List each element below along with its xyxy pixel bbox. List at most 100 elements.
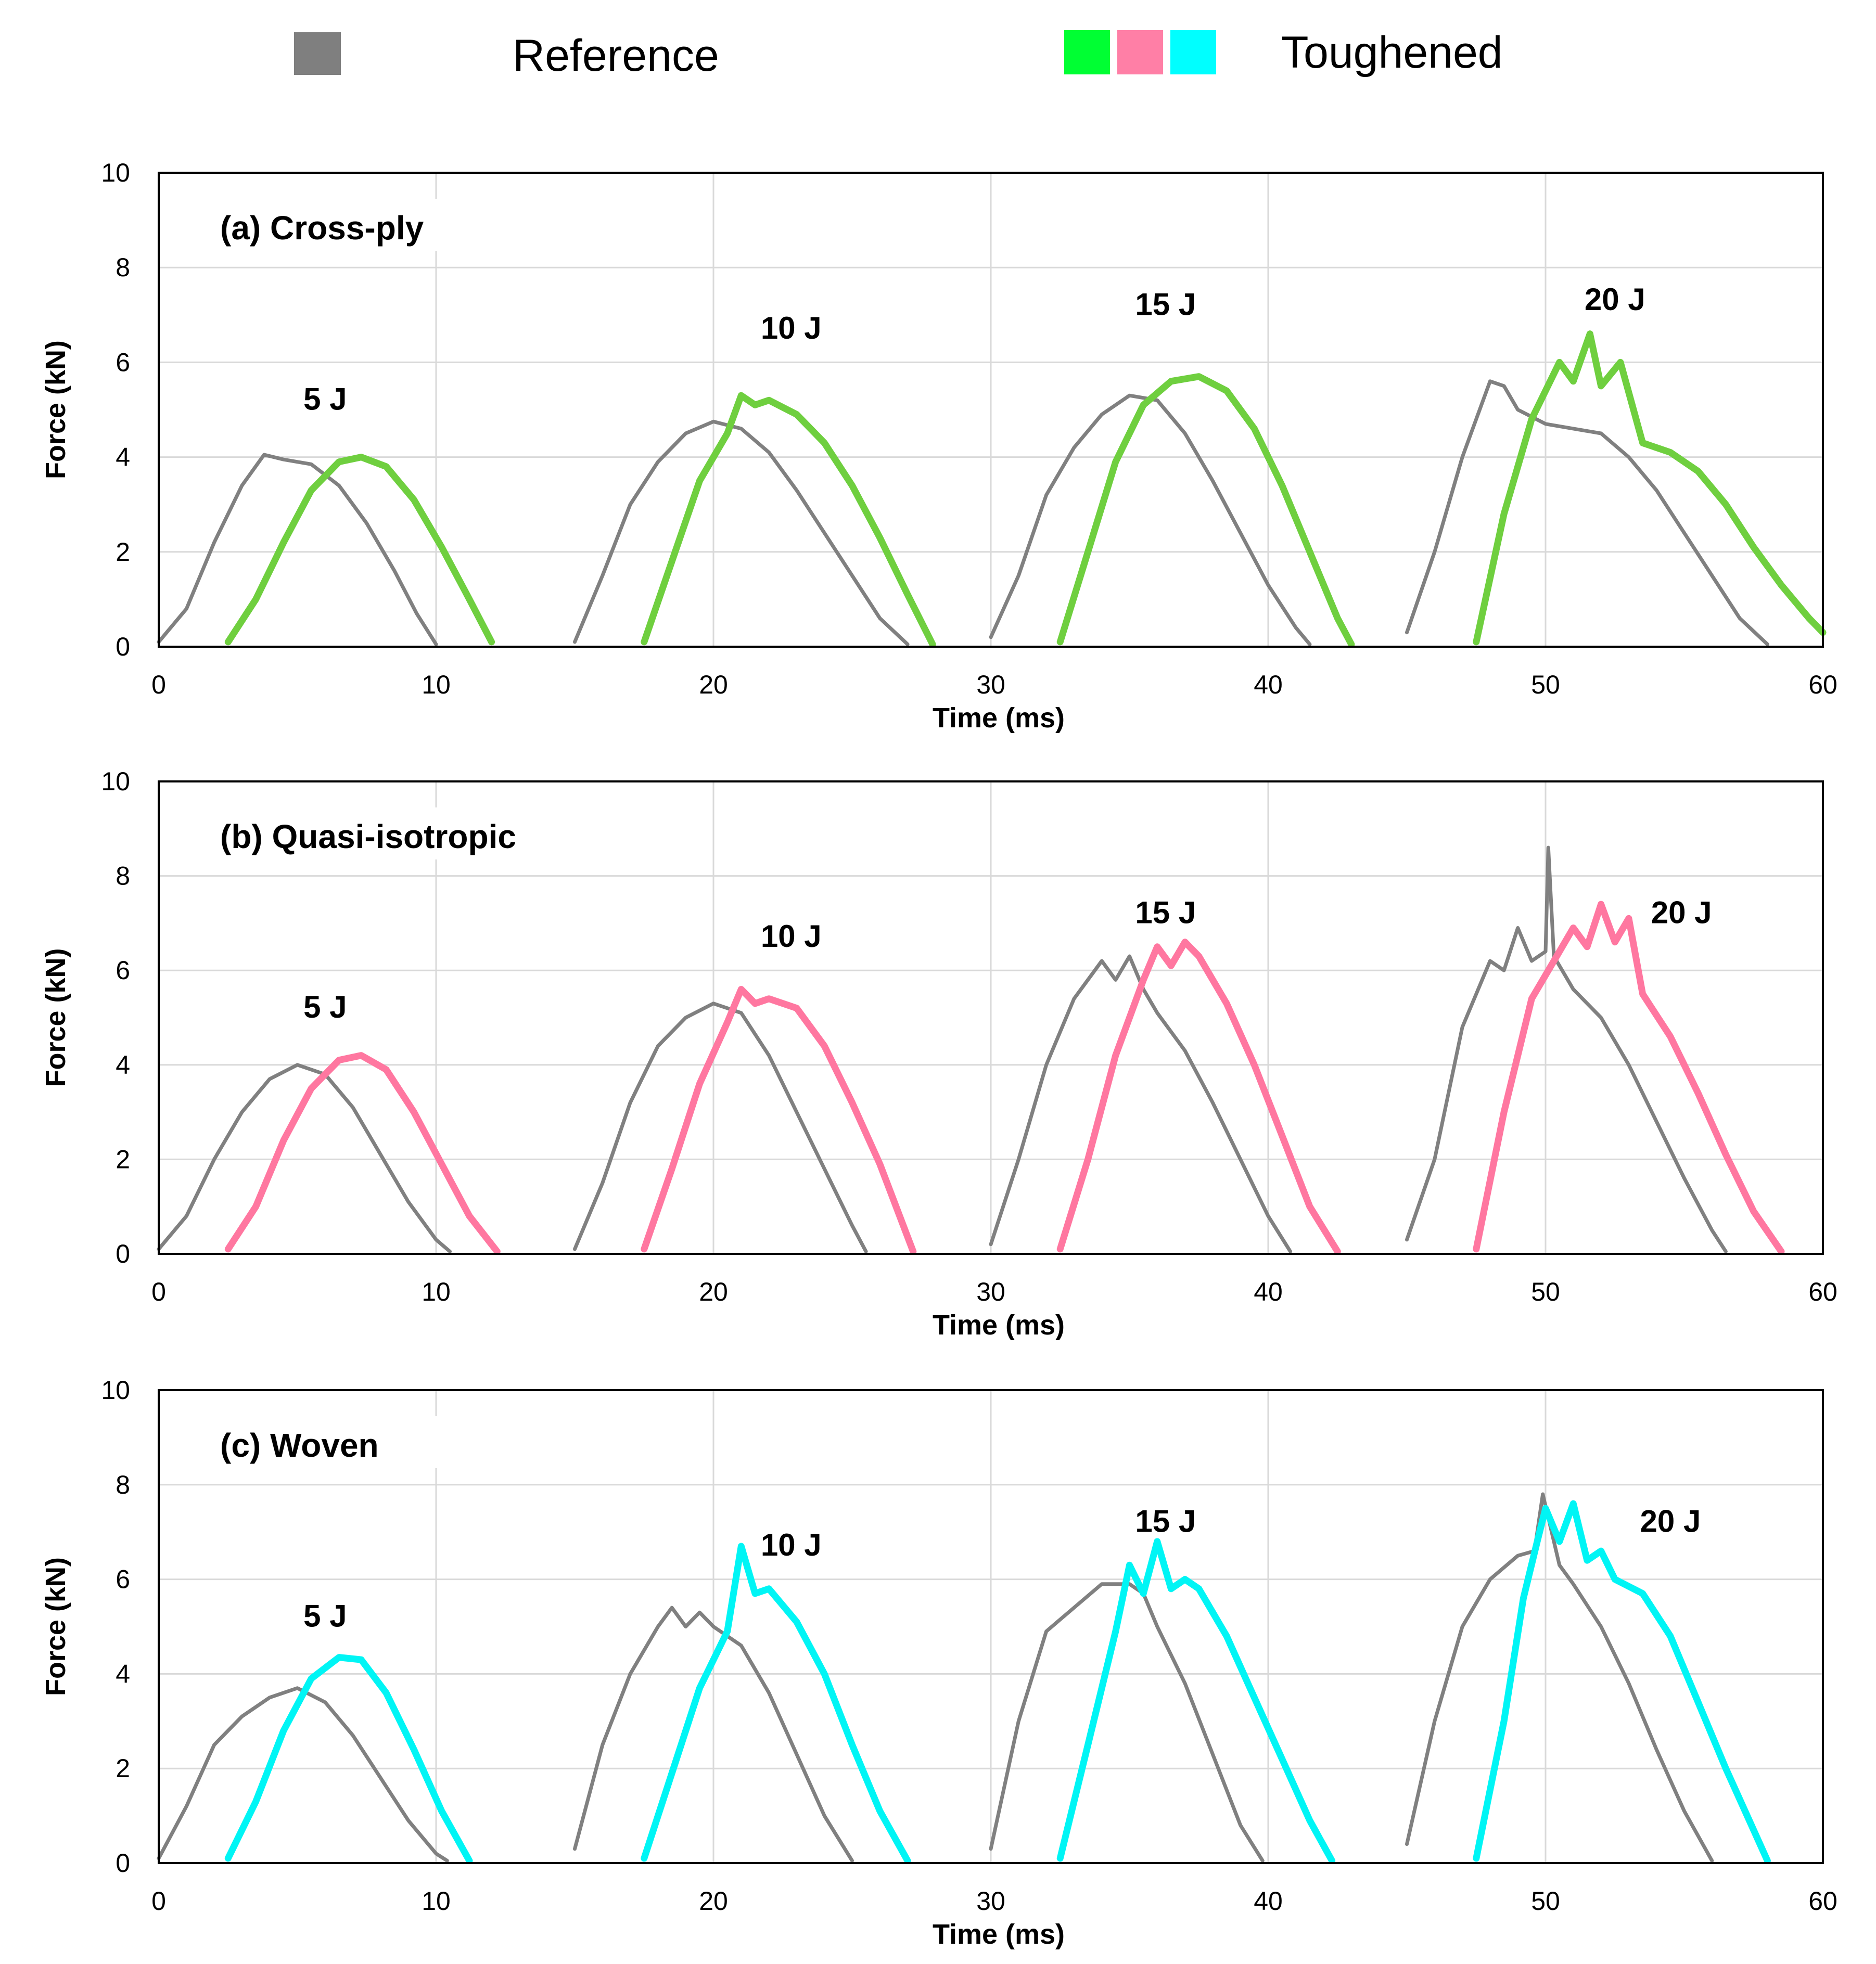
energy-label: 20 J — [1651, 895, 1712, 930]
energy-label: 15 J — [1135, 895, 1196, 930]
y-tick-label: 4 — [116, 1659, 130, 1688]
x-tick-label: 50 — [1531, 1886, 1560, 1916]
x-axis-title: Time (ms) — [933, 1310, 1065, 1341]
panel-title-background — [200, 199, 627, 251]
y-axis-title: Force (kN) — [40, 948, 71, 1087]
series-line-reference-10-j — [573, 419, 910, 646]
legend-toughened-swatch-cyan — [1170, 30, 1216, 74]
energy-label: 10 J — [761, 311, 822, 345]
y-tick-label: 0 — [116, 1849, 130, 1878]
gridlines — [159, 781, 1823, 1254]
x-tick-label: 40 — [1254, 670, 1283, 699]
series-line-toughened-5-j — [224, 454, 495, 646]
series-line-reference-20-j — [1405, 1492, 1714, 1863]
y-tick-label: 8 — [116, 253, 130, 282]
x-tick-label: 0 — [151, 1277, 166, 1306]
x-tick-label: 50 — [1531, 1277, 1560, 1306]
series-line-toughened-5-j — [224, 1654, 473, 1864]
y-tick-label: 4 — [116, 443, 130, 472]
series-line-toughened-10-j — [641, 1543, 911, 1864]
y-tick-label: 6 — [116, 956, 130, 985]
gridlines — [159, 173, 1823, 647]
legend-toughened-label: Toughened — [1281, 28, 1503, 78]
x-tick-label: 60 — [1808, 1886, 1837, 1916]
x-tick-label: 20 — [699, 670, 728, 699]
plot-area-border — [158, 1389, 1824, 1864]
y-tick-label: 10 — [101, 767, 130, 796]
legend-reference-label: Reference — [513, 31, 719, 81]
y-tick-label: 2 — [116, 1145, 130, 1174]
y-tick-label: 8 — [116, 1470, 130, 1499]
x-axis-title: Time (ms) — [933, 1919, 1065, 1950]
y-axis-title: Force (kN) — [40, 1557, 71, 1696]
energy-label: 10 J — [761, 1527, 822, 1562]
x-tick-label: 30 — [976, 1277, 1005, 1306]
panel-title: (b) Quasi-isotropic — [220, 818, 516, 855]
series-line-reference-20-j — [1405, 379, 1769, 646]
x-tick-label: 10 — [422, 1886, 451, 1916]
energy-label: 15 J — [1135, 1504, 1196, 1539]
legend-reference-swatch — [294, 32, 341, 75]
series-line-reference-15-j — [989, 393, 1312, 646]
series-line-toughened-10-j — [641, 986, 917, 1255]
chart-panel-quasi-isotropic: 0 10 20 30 40 50 60 0 2 4 6 8 10 Time (ms) Force (kN) (… — [40, 767, 1837, 1341]
series-line-toughened-15-j — [1056, 939, 1341, 1255]
gridlines — [159, 1390, 1823, 1863]
y-tick-label: 0 — [116, 1239, 130, 1268]
series-line-toughened-20-j — [1473, 330, 1827, 646]
energy-label: 5 J — [303, 382, 347, 417]
y-tick-label: 10 — [101, 158, 130, 187]
series-line-reference-15-j — [989, 1582, 1265, 1863]
series-line-toughened-20-j — [1473, 901, 1785, 1255]
x-tick-label: 0 — [151, 1886, 166, 1916]
energy-label: 5 J — [303, 1599, 347, 1634]
x-axis-title: Time (ms) — [933, 702, 1065, 734]
y-tick-label: 10 — [101, 1376, 130, 1405]
panel-title-background — [200, 1416, 627, 1468]
chart-panel-woven: 0 10 20 30 40 50 60 0 2 4 6 8 10 Time (ms) Force (kN) (… — [40, 1376, 1837, 1950]
series-line-reference-10-j — [573, 1002, 868, 1253]
plot-area-border — [158, 172, 1824, 648]
energy-label: 10 J — [761, 919, 822, 954]
x-tick-label: 60 — [1808, 1277, 1837, 1306]
y-tick-label: 6 — [116, 348, 130, 377]
energy-label: 20 J — [1640, 1504, 1701, 1539]
series-line-toughened-15-j — [1056, 1538, 1336, 1864]
series-line-reference-10-j — [573, 1606, 854, 1863]
series-line-toughened-20-j — [1473, 1500, 1771, 1864]
series-line-toughened-5-j — [224, 1052, 501, 1255]
x-tick-label: 20 — [699, 1886, 728, 1916]
x-tick-label: 30 — [976, 1886, 1005, 1916]
chart-panel-cross-ply: 0 10 20 30 40 50 60 0 2 4 6 8 10 Time (ms) Force (kN) (… — [40, 158, 1837, 734]
x-tick-label: 20 — [699, 1277, 728, 1306]
energy-label: 20 J — [1585, 282, 1645, 317]
x-tick-label: 10 — [422, 670, 451, 699]
y-tick-label: 2 — [116, 537, 130, 567]
series-line-toughened-10-j — [641, 392, 936, 648]
y-tick-label: 4 — [116, 1050, 130, 1080]
x-tick-label: 10 — [422, 1277, 451, 1306]
y-tick-label: 8 — [116, 862, 130, 891]
plot-area-border — [158, 780, 1824, 1255]
series-line-reference-15-j — [989, 954, 1293, 1253]
x-tick-label: 0 — [151, 670, 166, 699]
x-tick-label: 40 — [1254, 1886, 1283, 1916]
energy-label: 5 J — [303, 990, 347, 1024]
series-line-toughened-15-j — [1056, 373, 1355, 648]
energy-label: 15 J — [1135, 287, 1196, 322]
y-tick-label: 6 — [116, 1565, 130, 1594]
x-tick-label: 40 — [1254, 1277, 1283, 1306]
y-axis-title: Force (kN) — [40, 340, 71, 479]
y-tick-label: 2 — [116, 1754, 130, 1783]
panel-title: (a) Cross-ply — [220, 209, 424, 247]
panel-title-background — [200, 807, 627, 859]
series-line-reference-20-j — [1405, 845, 1728, 1253]
series-line-reference-5-j — [157, 453, 438, 646]
series-line-reference-5-j — [157, 1686, 449, 1863]
legend: Reference Toughened — [294, 28, 1503, 81]
legend-toughened-swatch-green — [1064, 30, 1110, 74]
x-tick-label: 50 — [1531, 670, 1560, 699]
x-tick-label: 30 — [976, 670, 1005, 699]
